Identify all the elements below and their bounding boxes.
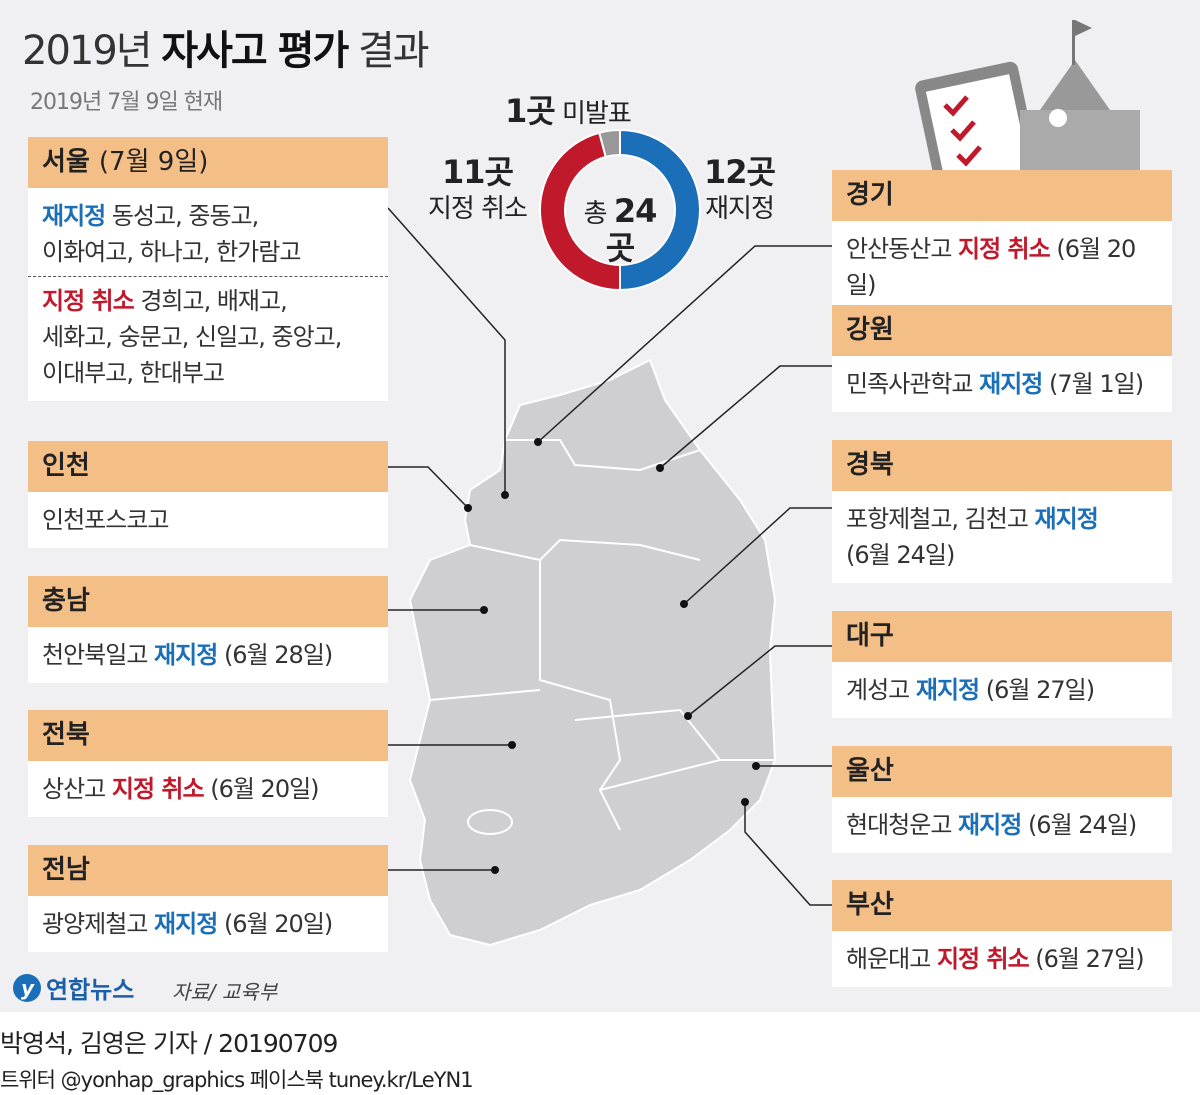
school-name: 천안북일고 — [42, 641, 148, 669]
panel-incheon: 인천 인천포스코고 — [28, 441, 388, 548]
school-name: 광양제철고 — [42, 910, 148, 938]
label-redesignate: 12곳 재지정 — [704, 153, 776, 226]
cancel-count: 11곳 — [441, 153, 514, 191]
leader-lines — [387, 207, 832, 906]
school-list: 경희고, 배재고, — [140, 287, 287, 315]
school-name: 현대청운고 — [846, 811, 952, 839]
decision-date: (6월 20일) — [846, 235, 1136, 299]
status-keyword: 지정 취소 — [936, 945, 1030, 973]
peninsula-shape — [408, 358, 777, 947]
yonhap-logo: y 연합뉴스 — [12, 970, 134, 1005]
donut-chart — [539, 128, 701, 292]
status-keyword: 재지정 — [915, 676, 980, 704]
redesignate-count: 12곳 — [704, 153, 776, 191]
region-name: 강원 — [832, 305, 1172, 356]
decision-date: (6월 28일) — [223, 641, 333, 669]
status-keyword: 재지정 — [958, 811, 1022, 839]
korea-map — [387, 20, 1140, 947]
title-rest: 결과 — [357, 28, 430, 74]
label-pending: 1곳 미발표 — [505, 92, 632, 131]
region-name: 울산 — [832, 746, 1172, 797]
region-name: 부산 — [832, 880, 1172, 931]
total-prefix: 총 — [583, 199, 608, 229]
donut-slice-2 — [598, 128, 621, 159]
pending-count: 1곳 — [505, 92, 556, 130]
title-year: 2019년 — [22, 28, 153, 74]
decision-date: (7월 1일) — [1049, 370, 1144, 398]
region-dots — [464, 438, 760, 874]
status-keyword: 재지정 — [1034, 505, 1099, 533]
page-title: 2019년 자사고 평가 결과 — [22, 18, 430, 76]
status-keyword: 지정 취소 — [111, 775, 205, 803]
school-name: 민족사관학교 — [846, 370, 973, 398]
region-name: 대구 — [832, 611, 1172, 662]
divider — [28, 276, 388, 277]
school-name: 인천포스코고 — [42, 506, 169, 534]
decision-date: (6월 20일) — [223, 910, 333, 938]
region-name: 인천 — [28, 441, 388, 492]
social-links: 트위터 @yonhap_graphics 페이스북 tuney.kr/LeYN1 — [0, 1068, 474, 1092]
region-name: 경기 — [832, 170, 1172, 221]
byline: 박영석, 김영은 기자 / 20190709 — [0, 1029, 338, 1058]
school-name: 포항제철고, 김천고 — [846, 505, 1029, 533]
region-name: 서울 — [42, 147, 90, 177]
donut-center: 총 24곳 — [570, 194, 670, 268]
region-name: 전남 — [28, 845, 388, 896]
status-keyword: 재지정 — [42, 202, 106, 230]
province-borders — [429, 439, 775, 831]
status-keyword: 재지정 — [154, 910, 218, 938]
cancel-label: 지정 취소 — [428, 194, 528, 224]
region-name: 전북 — [28, 710, 388, 761]
panel-header: 서울 (7월 9일) — [28, 137, 388, 188]
school-list: 세화고, 숭문고, 신일고, 중앙고, — [42, 323, 342, 351]
pending-label: 미발표 — [561, 99, 632, 129]
status-keyword: 재지정 — [154, 641, 218, 669]
panel-seoul: 서울 (7월 9일) 재지정 동성고, 중동고, 이화여고, 하나고, 한가람고 … — [28, 137, 388, 401]
school-name: 상산고 — [42, 775, 106, 803]
status-keyword: 재지정 — [979, 370, 1043, 398]
yonhap-logo-icon: y — [13, 973, 41, 1002]
svg-text:y: y — [21, 976, 35, 1000]
title-bold: 자사고 평가 — [161, 28, 349, 74]
school-name: 해운대고 — [846, 945, 931, 973]
school-list: 이대부고, 한대부고 — [42, 359, 225, 387]
total-value: 24곳 — [605, 192, 658, 267]
donut-slice-0 — [619, 128, 701, 292]
region-name: 경북 — [832, 440, 1172, 491]
decision-date: (6월 20일) — [210, 775, 319, 803]
subtitle: 2019년 7월 9일 현재 — [30, 90, 223, 115]
region-date: (7월 9일) — [98, 147, 209, 177]
school-name: 안산동산고 — [846, 235, 952, 263]
status-keyword: 지정 취소 — [958, 235, 1051, 263]
donut-slice-1 — [539, 131, 621, 292]
status-keyword: 지정 취소 — [42, 287, 135, 315]
jeju-island — [467, 809, 513, 835]
label-cancel: 11곳 지정 취소 — [428, 153, 528, 226]
decision-date: (6월 27일) — [985, 676, 1095, 704]
school-list: 이화여고, 하나고, 한가람고 — [42, 238, 301, 266]
region-name: 충남 — [28, 576, 388, 627]
infographic: 2019년 자사고 평가 결과 2019년 7월 9일 현재 1곳 미발표 11… — [0, 0, 1200, 1012]
redesignate-label: 재지정 — [705, 194, 775, 224]
school-list: 동성고, 중동고, — [111, 202, 259, 230]
logo-text: 연합뉴스 — [46, 976, 135, 1004]
school-name: 계성고 — [846, 676, 910, 704]
source-note: 자료/ 교육부 — [172, 980, 278, 1004]
decision-date: (6월 24일) — [846, 541, 955, 569]
decision-date: (6월 27일) — [1035, 945, 1144, 973]
decision-date: (6월 24일) — [1027, 811, 1137, 839]
